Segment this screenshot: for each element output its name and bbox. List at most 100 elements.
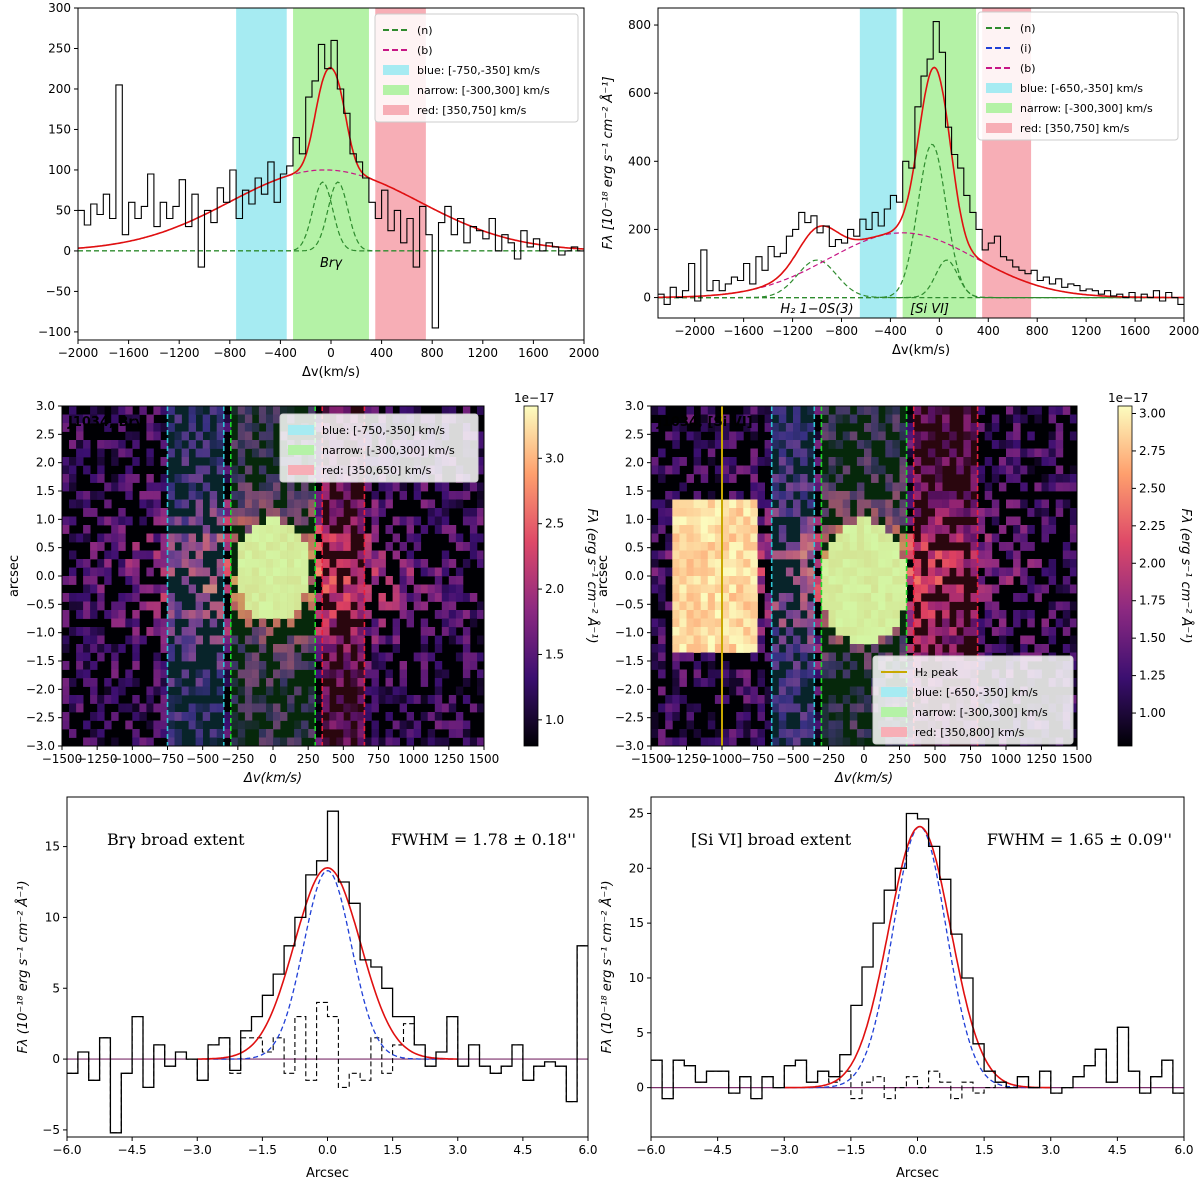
heatmap-cell: [693, 644, 702, 653]
heatmap-cell: [998, 465, 1007, 475]
heatmap-cell: [764, 533, 773, 543]
heatmap-cell: [977, 525, 986, 534]
heatmap-cell: [167, 729, 175, 738]
heatmap-cell: [237, 720, 246, 730]
heatmap-cell: [871, 533, 879, 543]
heatmap-cell: [899, 431, 907, 441]
heatmap-cell: [273, 720, 281, 730]
heatmap-cell: [977, 474, 986, 483]
heatmap-cell: [750, 448, 758, 458]
heatmap-cell: [104, 720, 112, 730]
heatmap-cell: [413, 695, 422, 704]
heatmap-cell: [906, 448, 915, 458]
x-tick-label: −1500: [42, 752, 83, 766]
heatmap-cell: [743, 627, 751, 636]
heatmap-cell: [679, 635, 687, 645]
heatmap-cell: [139, 550, 147, 560]
heatmap-cell: [892, 601, 900, 611]
heatmap-cell: [111, 448, 119, 458]
heatmap-cell: [118, 678, 126, 687]
heatmap-cell: [750, 406, 758, 415]
heatmap-cell: [700, 423, 709, 432]
heatmap-cell: [392, 695, 400, 704]
heatmap-cell: [743, 729, 751, 738]
heatmap-cell: [707, 457, 716, 466]
heatmap-cell: [188, 610, 196, 619]
heatmap-cell: [842, 550, 851, 560]
x-tick-label: 1500: [469, 752, 500, 766]
heatmap-cell: [301, 533, 309, 543]
heatmap-cell: [280, 610, 288, 619]
heatmap-cell: [195, 508, 203, 517]
heatmap-cell: [230, 406, 239, 415]
heatmap-cell: [793, 635, 801, 645]
heatmap-cell: [223, 533, 232, 543]
x-tick-label: −2000: [58, 346, 99, 360]
heatmap-cell: [427, 516, 436, 526]
heatmap-cell: [62, 635, 70, 645]
heatmap-cell: [357, 550, 365, 560]
heatmap-cell: [800, 533, 808, 543]
gaussian-fit: [784, 825, 1051, 1089]
heatmap-cell: [949, 635, 957, 645]
heatmap-cell: [1055, 423, 1064, 432]
heatmap-cell: [378, 695, 386, 704]
heatmap-cell: [1055, 499, 1064, 509]
heatmap-cell: [118, 703, 126, 713]
heatmap-cell: [835, 720, 844, 730]
heatmap-cell: [878, 559, 886, 568]
heatmap-cell: [821, 712, 829, 721]
heatmap-cell: [672, 593, 680, 602]
heatmap-cell: [90, 542, 98, 551]
heatmap-cell: [357, 499, 365, 509]
heatmap-cell: [821, 474, 829, 483]
heatmap-cell: [357, 669, 365, 679]
heatmap-cell: [455, 712, 464, 721]
heatmap-cell: [835, 491, 844, 500]
heatmap-cell: [707, 448, 716, 458]
heatmap-cell: [714, 601, 723, 611]
heatmap-cell: [800, 559, 808, 568]
heatmap-cell: [195, 448, 203, 458]
heatmap-cell: [237, 669, 246, 679]
heatmap-cell: [778, 618, 787, 628]
heatmap-cell: [308, 550, 316, 560]
heatmap-cell: [153, 559, 161, 568]
heatmap-cell: [364, 610, 372, 619]
heatmap-cell: [477, 635, 484, 645]
heatmap-cell: [343, 652, 351, 662]
heatmap-cell: [1062, 618, 1071, 628]
heatmap-cell: [878, 567, 886, 577]
heatmap-cell: [69, 457, 77, 466]
heatmap-cell: [892, 440, 900, 449]
heatmap-cell: [146, 423, 154, 432]
heatmap-cell: [750, 652, 758, 662]
legend-label: narrow: [-300,300] km/s: [915, 706, 1048, 719]
heatmap-cell: [287, 737, 295, 746]
heatmap-cell: [174, 533, 182, 543]
heatmap-cell: [343, 576, 351, 585]
legend-swatch: [288, 465, 314, 475]
heatmap-cell: [686, 593, 694, 602]
heatmap-cell: [244, 669, 253, 679]
heatmap-cell: [1048, 414, 1057, 424]
heatmap-cell: [1048, 516, 1057, 526]
legend-label: blue: [-750,-350] km/s: [417, 64, 540, 77]
heatmap-cell: [764, 652, 773, 662]
heatmap-cell: [139, 406, 147, 415]
heatmap-cell: [828, 720, 836, 730]
heatmap-cell: [371, 508, 379, 517]
heatmap-cell: [849, 635, 858, 645]
heatmap-cell: [714, 584, 723, 594]
heatmap-cell: [864, 499, 872, 509]
heatmap-cell: [771, 695, 780, 704]
heatmap-cell: [160, 635, 168, 645]
heatmap-cell: [329, 610, 337, 619]
y-tick-label: 0: [63, 244, 71, 258]
heatmap-cell: [693, 457, 702, 466]
heatmap-cell: [469, 618, 478, 628]
heatmap-cell: [785, 482, 794, 492]
heatmap-cell: [371, 627, 379, 636]
heatmap-cell: [223, 584, 232, 594]
heatmap-cell: [800, 431, 808, 441]
